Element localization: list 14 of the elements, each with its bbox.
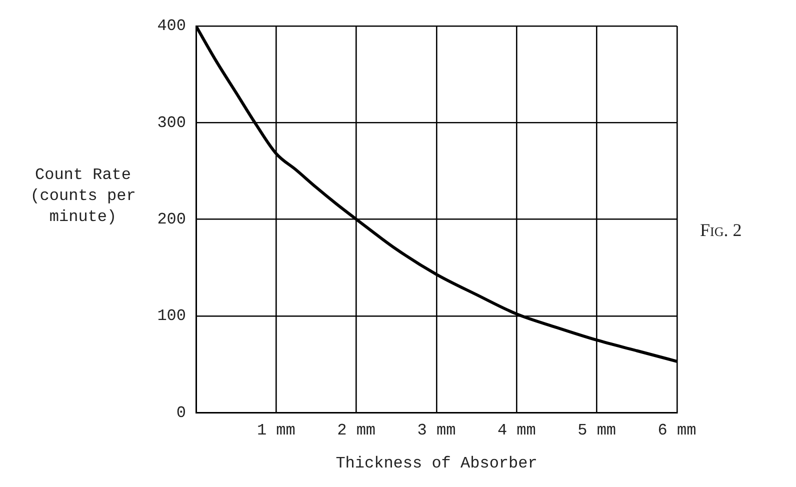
x-tick-label: 2 mm [337, 421, 376, 440]
x-tick-label: 5 mm [578, 421, 616, 440]
y-axis-title: Count Rate (counts per minute) [29, 165, 137, 228]
x-tick-label: 6 mm [658, 421, 696, 440]
x-tick-label: 3 mm [417, 421, 456, 440]
y-tick-label: 100 [157, 307, 186, 326]
caption: Fig. 2 [700, 220, 742, 241]
y-tick-label: 0 [176, 404, 186, 422]
y-tick-label: 400 [157, 17, 186, 36]
y-tick-label: 300 [157, 114, 186, 132]
x-tick-label: 1 mm [256, 421, 296, 440]
x-tick-label: 4 mm [497, 421, 536, 440]
x-axis-title: Thickness of Absorber [336, 454, 538, 473]
y-tick-label: 200 [157, 210, 186, 229]
